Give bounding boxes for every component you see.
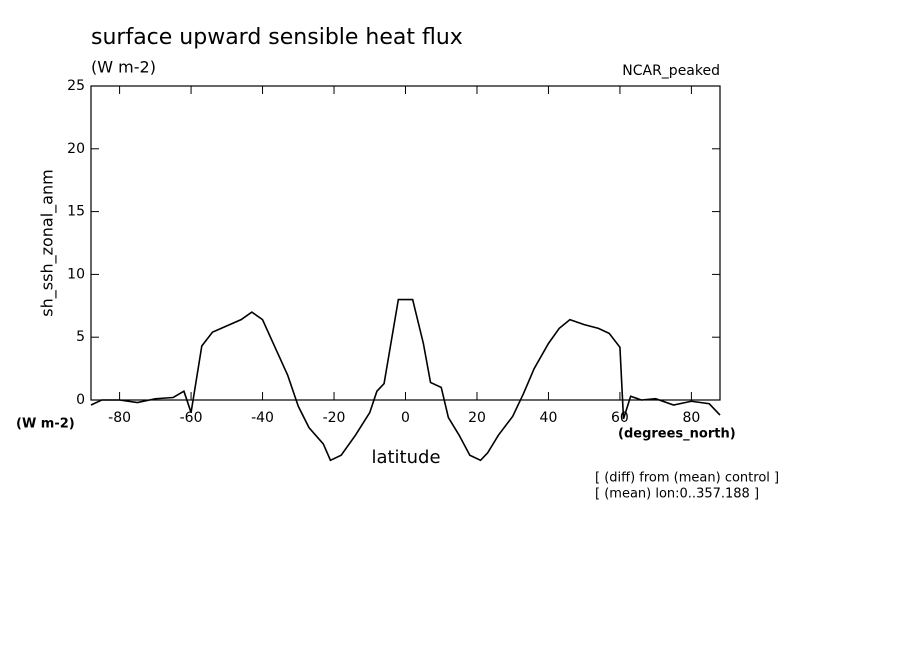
x-tick-label: -20 [323, 410, 346, 426]
x-tick-label: 80 [682, 410, 700, 426]
data-line [90, 298, 721, 462]
y-tick-label: 10 [67, 266, 85, 282]
note: [ (mean) lon:0..357.188 ] [595, 487, 759, 502]
y-tick-label: 25 [67, 78, 85, 94]
note: [ (diff) from (mean) control ] [595, 471, 779, 486]
plot-frame [90, 85, 721, 401]
x-tick-label: -60 [180, 410, 203, 426]
units: (W m-2) [91, 58, 156, 77]
x-tick-label: 0 [401, 410, 410, 426]
y-tick-label: 20 [67, 141, 85, 157]
y-tick-label: 5 [76, 329, 85, 345]
y-tick-label: 0 [76, 392, 85, 408]
x-tick-label: -80 [108, 410, 131, 426]
x-tick-label: 20 [468, 410, 486, 426]
y-axis-label: sh_ssh_zonal_anm [38, 169, 58, 316]
x-tick-label: -40 [251, 410, 274, 426]
x-axis-label: latitude [371, 447, 440, 468]
x-units: (degrees_north) [618, 427, 736, 442]
dataset-label: NCAR_peaked [622, 63, 720, 79]
x-tick-label: 40 [540, 410, 558, 426]
y-units: (W m-2) [16, 417, 75, 432]
y-tick-label: 15 [67, 204, 85, 220]
chart-title: surface upward sensible heat flux [91, 25, 463, 50]
